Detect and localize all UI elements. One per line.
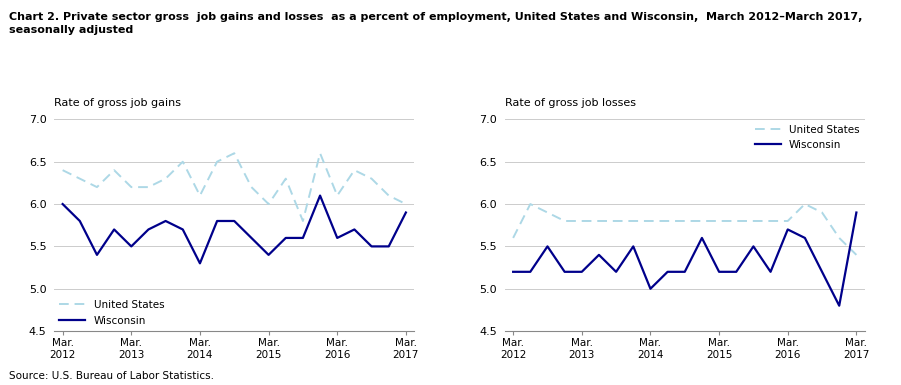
Text: Rate of gross job losses: Rate of gross job losses (505, 98, 635, 108)
Text: Chart 2. Private sector gross  job gains and losses  as a percent of employment,: Chart 2. Private sector gross job gains … (9, 12, 862, 35)
Legend: United States, Wisconsin: United States, Wisconsin (59, 300, 164, 326)
Text: Rate of gross job gains: Rate of gross job gains (54, 98, 181, 108)
Text: Source: U.S. Bureau of Labor Statistics.: Source: U.S. Bureau of Labor Statistics. (9, 371, 214, 381)
Legend: United States, Wisconsin: United States, Wisconsin (755, 125, 860, 150)
